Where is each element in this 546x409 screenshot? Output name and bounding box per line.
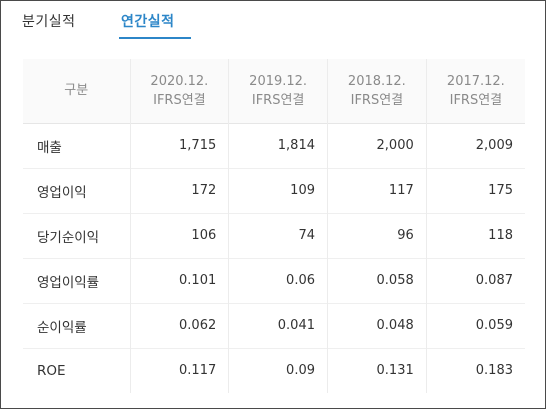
header-period: 2020.12.	[150, 73, 209, 89]
table-header-row: 구분 2020.12. IFRS연결 2019.12. IFRS연결 2018.…	[23, 59, 525, 123]
table-cell: 74	[228, 212, 328, 258]
header-period-2019: 2019.12. IFRS연결	[228, 59, 328, 123]
tab-quarterly-results[interactable]: 분기실적	[22, 14, 76, 30]
row-label: 영업이익률	[23, 257, 130, 303]
table-cell: 0.041	[228, 302, 328, 348]
table-cell: 172	[129, 167, 229, 213]
table-cell: 0.06	[228, 257, 328, 303]
table-cell: 0.059	[425, 302, 525, 348]
table-cell: 118	[425, 212, 525, 258]
table-cell: 0.101	[129, 257, 229, 303]
table-cell: 0.183	[425, 347, 525, 393]
row-label: ROE	[23, 347, 130, 393]
row-label: 순이익률	[23, 302, 130, 348]
table-cell: 117	[327, 167, 427, 213]
header-period: 2019.12.	[249, 73, 308, 89]
tab-bar: 분기실적 연간실적	[1, 1, 545, 41]
row-label: 당기순이익	[23, 212, 130, 258]
annual-results-table: 구분 2020.12. IFRS연결 2019.12. IFRS연결 2018.…	[23, 59, 525, 393]
header-period-2017: 2017.12. IFRS연결	[425, 59, 525, 123]
table-row-net-margin: 순이익률 0.062 0.041 0.048 0.059	[23, 302, 525, 348]
table-cell: 0.117	[129, 347, 229, 393]
table-cell: 0.058	[327, 257, 427, 303]
header-category: 구분	[23, 59, 130, 123]
active-tab-underline	[119, 37, 191, 39]
row-label: 영업이익	[23, 167, 130, 213]
tab-annual-results[interactable]: 연간실적	[121, 14, 175, 30]
header-period-2018: 2018.12. IFRS연결	[327, 59, 427, 123]
table-cell: 2,009	[425, 122, 525, 168]
header-period-2020: 2020.12. IFRS연결	[129, 59, 229, 123]
table-cell: 109	[228, 167, 328, 213]
table-cell: 96	[327, 212, 427, 258]
table-cell: 0.048	[327, 302, 427, 348]
table-cell: 0.09	[228, 347, 328, 393]
row-label: 매출	[23, 122, 130, 168]
table-row-net-income: 당기순이익 106 74 96 118	[23, 212, 525, 258]
table-cell: 0.087	[425, 257, 525, 303]
table-cell: 1,715	[129, 122, 229, 168]
header-period: 2018.12.	[347, 73, 406, 89]
table-cell: 1,814	[228, 122, 328, 168]
table-cell: 0.062	[129, 302, 229, 348]
table-cell: 2,000	[327, 122, 427, 168]
table-row-operating-profit: 영업이익 172 109 117 175	[23, 167, 525, 213]
header-basis: IFRS연결	[449, 92, 503, 108]
table-cell: 106	[129, 212, 229, 258]
table-cell: 175	[425, 167, 525, 213]
header-basis: IFRS연결	[251, 92, 305, 108]
header-period: 2017.12.	[446, 73, 505, 89]
table-row-roe: ROE 0.117 0.09 0.131 0.183	[23, 347, 525, 393]
header-basis: IFRS연결	[153, 92, 206, 108]
header-basis: IFRS연결	[350, 92, 404, 108]
table-row-operating-margin: 영업이익률 0.101 0.06 0.058 0.087	[23, 257, 525, 303]
table-cell: 0.131	[327, 347, 427, 393]
table-row-revenue: 매출 1,715 1,814 2,000 2,009	[23, 122, 525, 168]
